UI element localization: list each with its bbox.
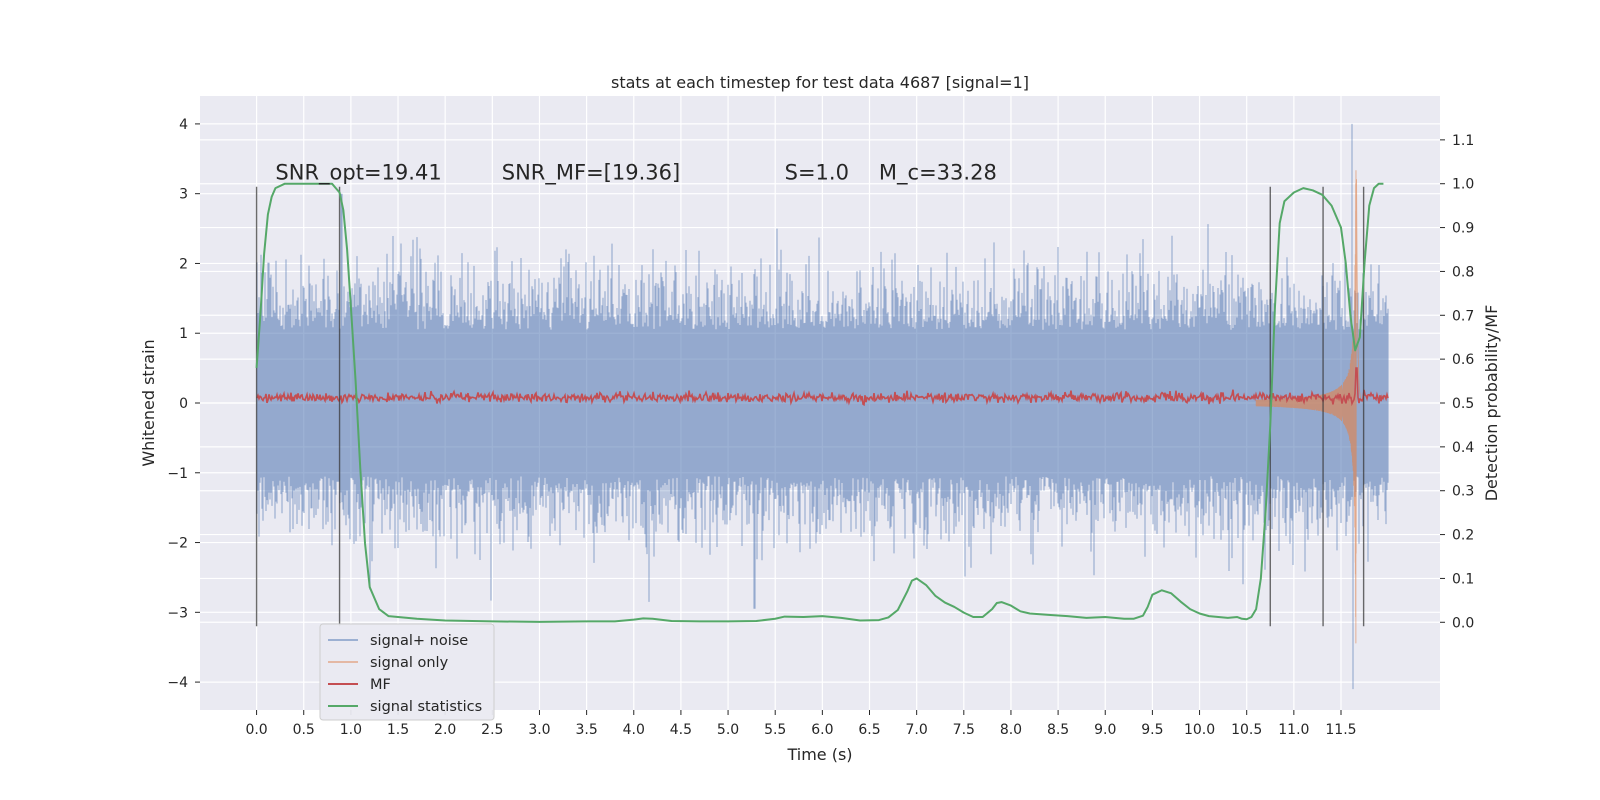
y-axis-ticks: −4 −3 −2 −1 0 1 2 3 4 xyxy=(167,117,200,691)
y-tick-label: 2 xyxy=(179,256,188,272)
annotation-snr-mf: SNR_MF=[19.36] xyxy=(502,161,680,186)
x-tick-label: 10.0 xyxy=(1184,722,1215,738)
x-tick-label: 11.5 xyxy=(1325,722,1356,738)
signal-statistics-line xyxy=(255,182,1384,623)
annotation-mc-value: M_c=33.28 xyxy=(879,161,997,186)
annotation-s-value: S=1.0 xyxy=(785,161,849,185)
y-tick-label: −3 xyxy=(167,605,188,621)
x-tick-label: 8.0 xyxy=(1000,722,1022,738)
mf-line xyxy=(256,367,1389,407)
x-tick-label: 1.5 xyxy=(387,722,409,738)
x-tick-label: 9.0 xyxy=(1094,722,1116,738)
legend: signal+ noise signal only MF signal statist… xyxy=(319,623,495,721)
y-right-tick-label: 0.2 xyxy=(1452,528,1474,544)
x-tick-label: 5.0 xyxy=(717,722,739,738)
x-tick-label: 3.0 xyxy=(528,722,550,738)
annotations: SNR_opt=19.41 SNR_MF=[19.36] S=1.0 M_c=33.2… xyxy=(275,161,996,186)
series-signal-only xyxy=(1255,170,1363,644)
y-right-axis-ticks: 0.0 0.1 0.2 0.3 0.4 0.5 0.6 0.7 0.8 0.9 1.0 1.1 xyxy=(1440,133,1474,631)
signal-only-line xyxy=(1255,170,1363,644)
x-tick-label: 3.5 xyxy=(575,722,597,738)
y-right-tick-label: 0.7 xyxy=(1452,308,1474,324)
y-tick-label: 0 xyxy=(179,396,188,412)
x-tick-label: 10.5 xyxy=(1231,722,1262,738)
x-tick-label: 4.0 xyxy=(623,722,645,738)
y-right-tick-label: 0.8 xyxy=(1452,264,1474,280)
x-tick-label: 1.0 xyxy=(340,722,362,738)
x-tick-label: 4.5 xyxy=(670,722,692,738)
x-tick-label: 9.5 xyxy=(1141,722,1163,738)
x-tick-label: 8.5 xyxy=(1047,722,1069,738)
x-tick-label: 0.0 xyxy=(245,722,267,738)
x-tick-label: 7.0 xyxy=(906,722,928,738)
y-tick-label: 1 xyxy=(179,326,188,342)
y-right-tick-label: 0.1 xyxy=(1452,571,1474,587)
x-tick-label: 6.0 xyxy=(811,722,833,738)
x-tick-label: 6.5 xyxy=(858,722,880,738)
y-tick-label: −1 xyxy=(167,466,188,482)
chart-title: stats at each timestep for test data 468… xyxy=(611,73,1029,92)
x-tick-label: 2.5 xyxy=(481,722,503,738)
y-right-tick-label: 0.9 xyxy=(1452,221,1474,237)
annotation-snr-opt: SNR_opt=19.41 xyxy=(275,161,441,186)
x-axis-ticks: 0.0 0.5 1.0 1.5 2.0 2.5 3.0 3.5 4.0 4.5 5.0 5.5 6.0 6… xyxy=(245,710,1357,738)
x-tick-label: 5.5 xyxy=(764,722,786,738)
legend-label: signal+ noise xyxy=(370,633,468,649)
y-right-tick-label: 0.4 xyxy=(1452,440,1474,456)
y-tick-label: −2 xyxy=(167,536,188,552)
y-tick-label: 4 xyxy=(179,117,188,133)
x-tick-label: 2.0 xyxy=(434,722,456,738)
y-tick-label: −4 xyxy=(167,675,188,691)
x-tick-label: 7.5 xyxy=(953,722,975,738)
legend-box xyxy=(319,623,495,721)
series-mf xyxy=(256,367,1389,407)
y-tick-label: 3 xyxy=(179,187,188,203)
legend-label: signal only xyxy=(370,655,449,671)
plot-area xyxy=(255,123,1389,690)
x-tick-label: 0.5 xyxy=(293,722,315,738)
y-right-tick-label: 0.0 xyxy=(1452,615,1474,631)
x-tick-label: 11.0 xyxy=(1278,722,1309,738)
legend-label: signal statistics xyxy=(370,699,482,715)
y-right-tick-label: 0.6 xyxy=(1452,352,1474,368)
series-signal-statistics xyxy=(255,182,1384,623)
y-axis-label: Whitened strain xyxy=(139,339,158,466)
y-right-tick-label: 1.1 xyxy=(1452,133,1474,149)
y-right-axis-label: Detection probability/MF xyxy=(1482,305,1501,502)
legend-label: MF xyxy=(370,677,391,693)
y-right-tick-label: 1.0 xyxy=(1452,177,1474,193)
x-axis-label: Time (s) xyxy=(786,745,852,764)
y-right-tick-label: 0.3 xyxy=(1452,484,1474,500)
y-right-tick-label: 0.5 xyxy=(1452,396,1474,412)
